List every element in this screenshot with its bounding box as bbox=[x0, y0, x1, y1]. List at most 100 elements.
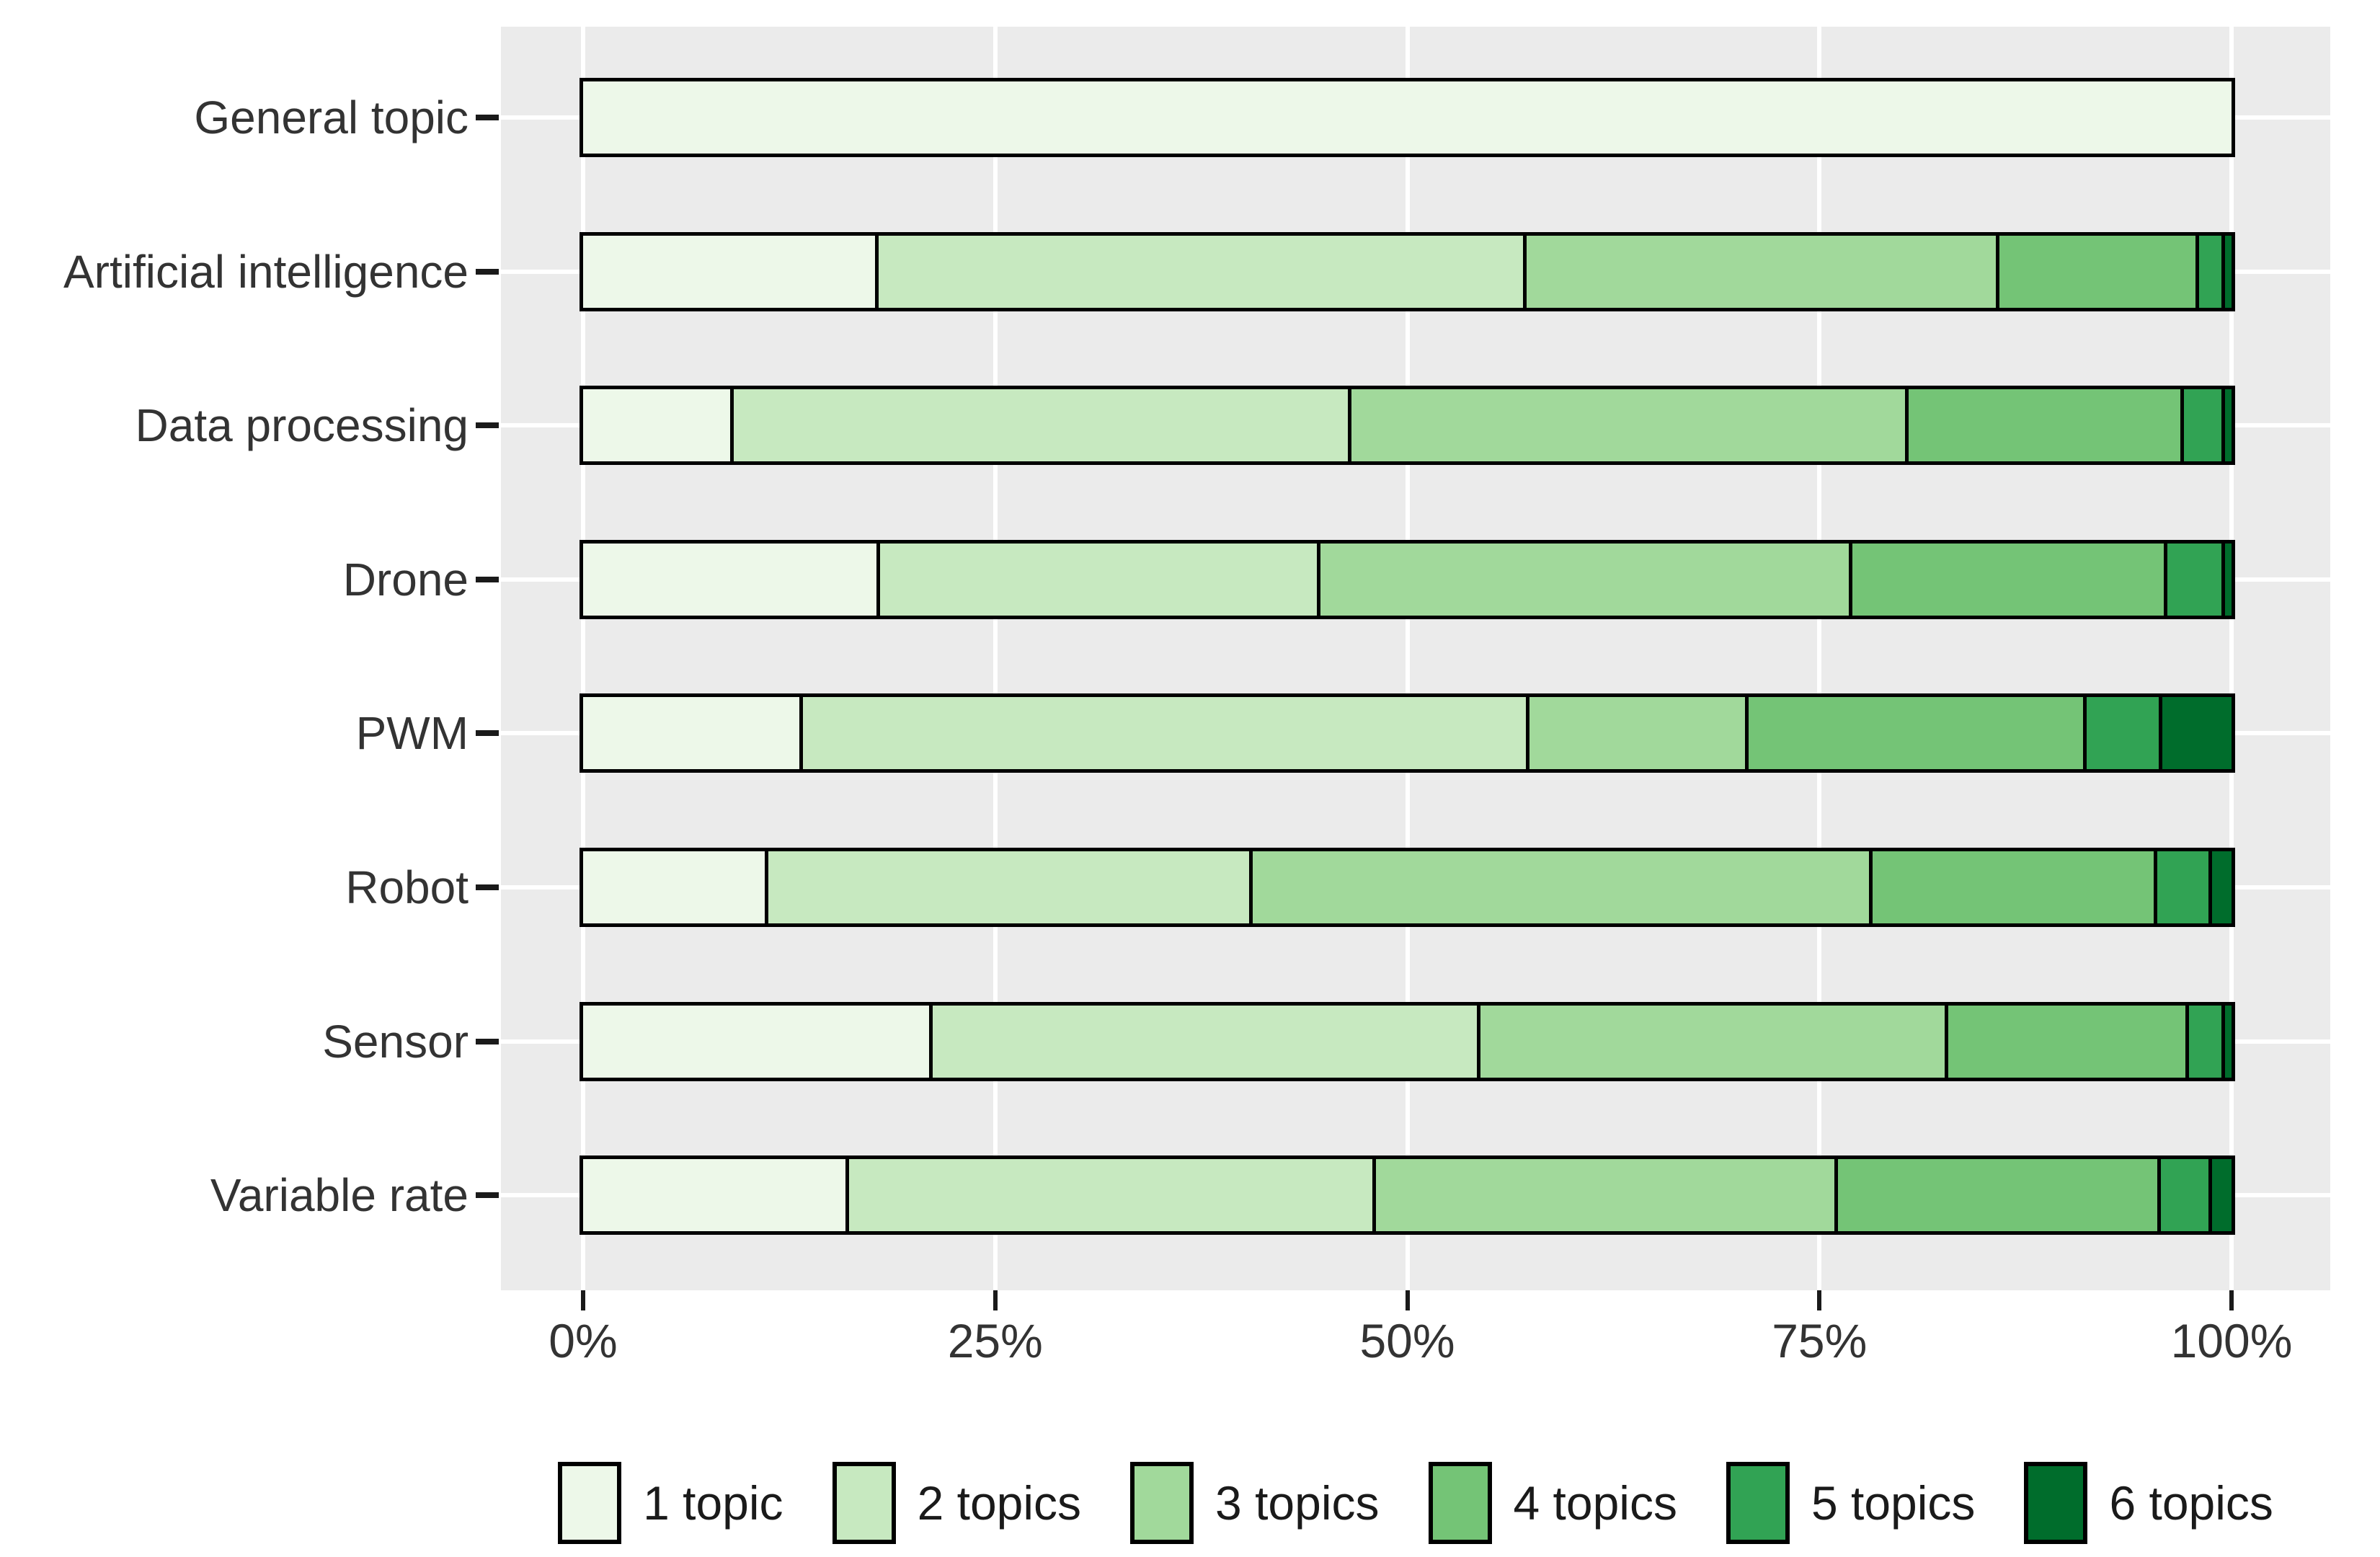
y-axis-tick bbox=[476, 884, 499, 890]
legend-swatch bbox=[558, 1462, 622, 1544]
legend-label: 2 topics bbox=[917, 1476, 1082, 1530]
x-axis-tick-label: 75% bbox=[1772, 1314, 1868, 1367]
bar-segment-1-topic bbox=[583, 1159, 845, 1232]
y-axis-tick bbox=[476, 576, 499, 582]
stacked-bar-drone bbox=[580, 539, 2235, 619]
stacked-bar-pwm bbox=[580, 693, 2235, 773]
x-axis-tick-label: 0% bbox=[549, 1314, 618, 1367]
bar-segment-3-topics bbox=[1372, 1159, 1834, 1232]
stacked-bar-artificial-intelligence bbox=[580, 231, 2235, 311]
bar-segment-5-topics bbox=[2083, 697, 2159, 770]
legend: 1 topic 2 topics 3 topics 4 topics 5 topics 6… bbox=[501, 1462, 2330, 1544]
legend-swatch bbox=[1130, 1462, 1194, 1544]
bar-segment-6-topics bbox=[2208, 851, 2232, 923]
plot-panel bbox=[501, 27, 2330, 1290]
bar-segment-2-topics bbox=[876, 543, 1317, 616]
bar-segment-6-topics bbox=[2208, 1159, 2232, 1232]
gridline-x bbox=[2229, 27, 2234, 1290]
bar-segment-5-topics bbox=[2154, 851, 2208, 923]
y-axis-label: General topic bbox=[194, 92, 469, 143]
bar-segment-6-topics bbox=[2221, 1005, 2232, 1078]
bar-segment-3-topics bbox=[1316, 543, 1850, 616]
y-axis-tick bbox=[476, 422, 499, 429]
bar-segment-5-topics bbox=[2180, 389, 2222, 462]
bar-segment-1-topic bbox=[583, 389, 730, 462]
bar-segment-6-topics bbox=[2221, 235, 2232, 308]
bar-segment-3-topics bbox=[1348, 389, 1906, 462]
legend-swatch bbox=[1726, 1462, 1790, 1544]
legend-label: 6 topics bbox=[2109, 1476, 2273, 1530]
legend-item-5-topics: 5 topics bbox=[1726, 1462, 1975, 1544]
legend-item-1-topic: 1 topic bbox=[558, 1462, 783, 1544]
gridline-x bbox=[581, 27, 585, 1290]
bar-segment-1-topic bbox=[583, 1005, 930, 1078]
bar-segment-3-topics bbox=[1248, 851, 1869, 923]
bar-segment-1-topic bbox=[583, 543, 877, 616]
x-axis-tick bbox=[581, 1290, 585, 1310]
bar-segment-1-topic bbox=[583, 235, 875, 308]
bar-segment-2-topics bbox=[764, 851, 1249, 923]
bar-segment-2-topics bbox=[729, 389, 1349, 462]
y-axis-label: Robot bbox=[345, 861, 469, 913]
stacked-bar-data-processing bbox=[580, 386, 2235, 466]
x-axis-tick bbox=[1817, 1290, 1822, 1310]
legend-label: 4 topics bbox=[1513, 1476, 1677, 1530]
legend-item-6-topics: 6 topics bbox=[2024, 1462, 2273, 1544]
stacked-bar-robot bbox=[580, 848, 2235, 927]
bar-segment-1-topic bbox=[583, 697, 799, 770]
bar-segment-4-topics bbox=[1945, 1005, 2185, 1078]
y-axis-label: Variable rate bbox=[210, 1169, 469, 1222]
y-axis-label: Data processing bbox=[135, 399, 469, 452]
x-axis-tick bbox=[2229, 1290, 2234, 1310]
bar-segment-4-topics bbox=[1905, 389, 2181, 462]
bar-segment-5-topics bbox=[2195, 235, 2222, 308]
legend-item-3-topics: 3 topics bbox=[1130, 1462, 1380, 1544]
bar-segment-2-topics bbox=[929, 1005, 1477, 1078]
stacked-bar-general-topic bbox=[580, 78, 2235, 157]
bar-segment-5-topics bbox=[2164, 543, 2222, 616]
legend-swatch bbox=[2024, 1462, 2088, 1544]
y-axis-tick bbox=[476, 268, 499, 275]
x-axis-tick bbox=[993, 1290, 998, 1310]
bar-segment-3-topics bbox=[1522, 235, 1996, 308]
stacked-bar-sensor bbox=[580, 1001, 2235, 1081]
bar-segment-4-topics bbox=[1995, 235, 2195, 308]
legend-item-2-topics: 2 topics bbox=[832, 1462, 1081, 1544]
bar-segment-1-topic bbox=[583, 851, 765, 923]
legend-label: 1 topic bbox=[643, 1476, 783, 1530]
y-axis-tick bbox=[476, 115, 499, 120]
x-axis-tick-label: 50% bbox=[1359, 1314, 1455, 1367]
bar-segment-6-topics bbox=[2159, 697, 2232, 770]
legend-label: 3 topics bbox=[1215, 1476, 1380, 1530]
stacked-bar-variable-rate bbox=[580, 1155, 2235, 1236]
bar-segment-2-topics bbox=[874, 235, 1523, 308]
bar-segment-2-topics bbox=[799, 697, 1527, 770]
y-axis-tick bbox=[476, 730, 499, 737]
gridline-x bbox=[1405, 27, 1410, 1290]
gridline-x bbox=[1817, 27, 1822, 1290]
bar-segment-6-topics bbox=[2221, 389, 2232, 462]
y-axis-label: PWM bbox=[355, 707, 469, 760]
y-axis-label: Drone bbox=[342, 553, 469, 606]
y-axis-tick bbox=[476, 1192, 499, 1199]
bar-segment-3-topics bbox=[1476, 1005, 1945, 1078]
bar-segment-6-topics bbox=[2221, 543, 2232, 616]
bar-segment-4-topics bbox=[1868, 851, 2154, 923]
y-axis-label: Sensor bbox=[322, 1015, 469, 1068]
y-axis-label: Artificial intelligence bbox=[63, 245, 469, 298]
bar-segment-4-topics bbox=[1834, 1159, 2158, 1232]
gridline-x bbox=[993, 27, 998, 1290]
x-axis-tick-label: 100% bbox=[2170, 1314, 2293, 1367]
bar-segment-5-topics bbox=[2157, 1159, 2208, 1232]
legend-label: 5 topics bbox=[1811, 1476, 1976, 1530]
x-axis-tick bbox=[1405, 1290, 1410, 1310]
bar-segment-5-topics bbox=[2185, 1005, 2222, 1078]
bar-segment-1-topic bbox=[583, 81, 2232, 154]
bar-segment-2-topics bbox=[845, 1159, 1373, 1232]
y-axis-tick bbox=[476, 1038, 499, 1044]
bar-segment-4-topics bbox=[1745, 697, 2084, 770]
bar-segment-3-topics bbox=[1526, 697, 1746, 770]
legend-item-4-topics: 4 topics bbox=[1428, 1462, 1677, 1544]
x-axis-tick-label: 25% bbox=[947, 1314, 1043, 1367]
